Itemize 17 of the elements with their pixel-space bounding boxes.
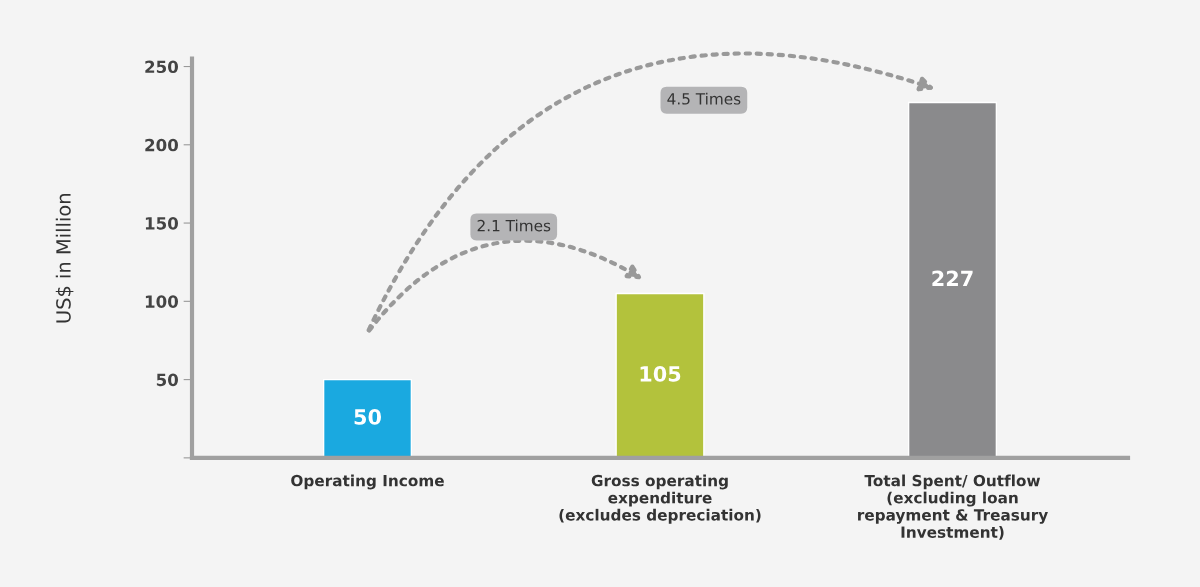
x-tick-label: Total Spent/ Outflow (excluding loan repayment & Treasury Investment) (858, 474, 1048, 540)
data-label: 50 (354, 409, 381, 425)
bar (907, 101, 998, 458)
bar (322, 378, 413, 458)
annotation: 4.5 Times (667, 92, 741, 105)
y-tick-label: 100 (145, 295, 179, 308)
data-label: 105 (640, 365, 681, 382)
y-tick-label: 50 (156, 373, 179, 387)
bar (615, 292, 705, 458)
data-label: 227 (932, 270, 973, 286)
y-tick-label: 200 (145, 138, 179, 152)
y-axis-title: US$ in Million (55, 194, 74, 323)
annotation: 2.1 Times (477, 219, 551, 232)
x-tick-label: Gross operating expenditure (excludes depreciation) (559, 474, 761, 524)
x-tick-label: Operating Income (291, 474, 444, 490)
y-tick-label: 250 (145, 60, 179, 74)
y-tick-label: 150 (145, 217, 179, 230)
